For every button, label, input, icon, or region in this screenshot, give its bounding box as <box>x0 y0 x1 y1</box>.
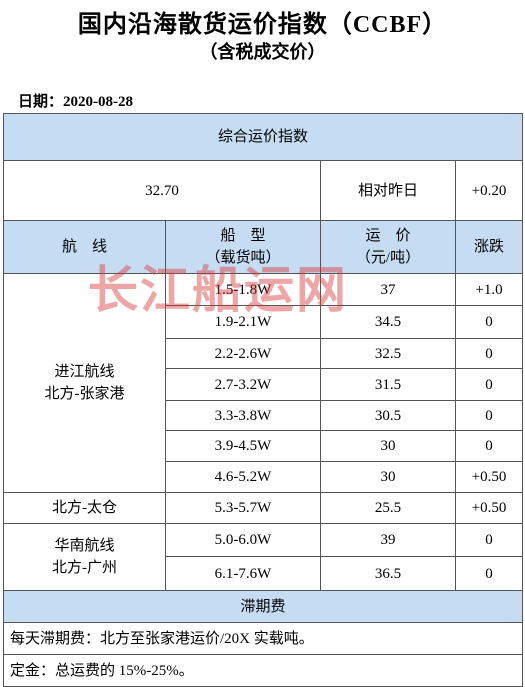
cell-line: 华南航线 <box>54 538 115 554</box>
title: 国内沿海散货运价指数（CCBF） <box>77 12 448 38</box>
change-value: +0.20 <box>454 160 524 221</box>
change: 0 <box>454 430 524 462</box>
cell-line: 北方-太仓 <box>52 500 117 516</box>
table-row: 每天滞期费：北方至张家港运价/20X 实载吨。 <box>2 622 524 655</box>
change-label: 相对昨日 <box>320 160 456 221</box>
table-row: 华南航线 北方-广州 5.0-6.0W 39 0 <box>3 523 524 591</box>
table-row: 北方-太仓 5.3-5.7W 25.5 +0.50 <box>3 492 524 524</box>
freight-rate: 34.5 <box>320 305 456 339</box>
table-row: 定金：总运费的 15%-25%。 <box>2 654 524 687</box>
route: 进江航线北方-张家港 <box>3 273 166 493</box>
note: 定金：总运费的 15%-25%。 <box>2 654 524 687</box>
cell-line: 北方-张家港 <box>44 386 125 402</box>
demurrage-title: 滞期费 <box>2 590 524 623</box>
route: 北方-太仓 <box>3 492 166 524</box>
column-header: 船 型 （载货吨） <box>165 220 321 274</box>
change: 0 <box>454 368 524 401</box>
table-row: 6.1-7.6W 36.5 0 <box>4 556 524 591</box>
rate-table: 综合运价指数 32.70 相对昨日 +0.20 航 线 船 型 （载货吨） 运 价 （元/吨） 涨… <box>2 113 524 687</box>
column-header: 涨跌 <box>454 220 524 274</box>
ship-size: 5.3-5.7W <box>165 492 321 524</box>
change: 0 <box>454 305 524 339</box>
change: 0 <box>454 556 524 591</box>
route: 华南航线北方-广州 <box>3 523 166 591</box>
freight-rate: 36.5 <box>320 556 456 591</box>
date: 日期：2020-08-28 <box>18 94 133 110</box>
change: +1.0 <box>454 273 524 306</box>
table-row: 3.9-4.5W 30 0 <box>4 430 524 462</box>
ship-size: 2.2-2.6W <box>165 338 321 369</box>
column-header: 运 价 （元/吨） <box>320 220 456 274</box>
change: +0.50 <box>454 492 524 524</box>
ship-size: 1.9-2.1W <box>165 305 321 339</box>
freight-rate: 39 <box>320 523 456 557</box>
freight-rate: 30 <box>320 430 456 462</box>
freight-rate: 37 <box>320 273 456 306</box>
table-row: 3.3-3.8W 30.5 0 <box>4 400 524 431</box>
ship-size: 3.3-3.8W <box>165 400 321 431</box>
ship-size: 6.1-7.6W <box>165 556 321 591</box>
table-row: 进江航线 北方-张家港 1.5-1.8W 37 +1.0 <box>3 273 524 493</box>
column-header: 航 线 <box>3 220 166 274</box>
cell-line: 航 线 <box>61 239 107 255</box>
table-row: 2.7-3.2W 31.5 0 <box>4 368 524 401</box>
change: 0 <box>454 338 524 369</box>
cell-line: 进江航线 <box>54 364 115 380</box>
ship-size: 5.0-6.0W <box>165 523 321 557</box>
freight-rate: 30.5 <box>320 400 456 431</box>
cell-line: 船 型 <box>220 228 266 244</box>
freight-rate: 32.5 <box>320 338 456 369</box>
ship-size: 3.9-4.5W <box>165 430 321 462</box>
subtitle: （含税成交价） <box>199 42 326 62</box>
table-row: 1.9-2.1W 34.5 0 <box>4 305 524 339</box>
cell-line: 运 价 <box>365 228 411 244</box>
cell-line: 北方-广州 <box>52 560 117 576</box>
change: 0 <box>454 400 524 431</box>
cell-line: 涨跌 <box>474 239 505 255</box>
freight-rate: 25.5 <box>320 492 456 524</box>
ship-size: 4.6-5.2W <box>165 461 321 493</box>
change: +0.50 <box>454 461 524 493</box>
ship-size: 1.5-1.8W <box>165 273 321 306</box>
table-row: 滞期费 <box>2 590 524 623</box>
ship-size: 2.7-3.2W <box>165 368 321 401</box>
table-row: 32.70 相对昨日 +0.20 <box>3 160 524 221</box>
cell-line: （载货吨） <box>205 250 281 266</box>
freight-rate: 31.5 <box>320 368 456 401</box>
table-row: 航 线 船 型 （载货吨） 运 价 （元/吨） 涨跌 <box>3 220 524 274</box>
cell-line: （元/吨） <box>355 250 421 266</box>
change: 0 <box>454 523 524 557</box>
index-value: 32.70 <box>3 160 321 221</box>
section-title: 综合运价指数 <box>2 113 524 161</box>
note: 每天滞期费：北方至张家港运价/20X 实载吨。 <box>2 622 524 655</box>
table-row: 综合运价指数 <box>2 113 524 161</box>
freight-rate: 30 <box>320 461 456 493</box>
